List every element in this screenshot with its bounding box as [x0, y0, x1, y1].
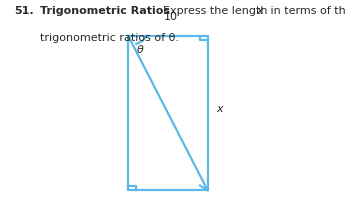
- Text: 10: 10: [164, 12, 178, 22]
- Text: $\theta$: $\theta$: [136, 43, 144, 55]
- Text: trigonometric ratios of θ.: trigonometric ratios of θ.: [40, 33, 179, 43]
- Text: in terms of the: in terms of the: [267, 6, 346, 16]
- Text: Express the length: Express the length: [156, 6, 271, 16]
- Text: 51.: 51.: [14, 6, 34, 16]
- Text: Trigonometric Ratios: Trigonometric Ratios: [40, 6, 170, 16]
- Text: $x$: $x$: [216, 104, 225, 114]
- Text: $x$: $x$: [256, 6, 265, 16]
